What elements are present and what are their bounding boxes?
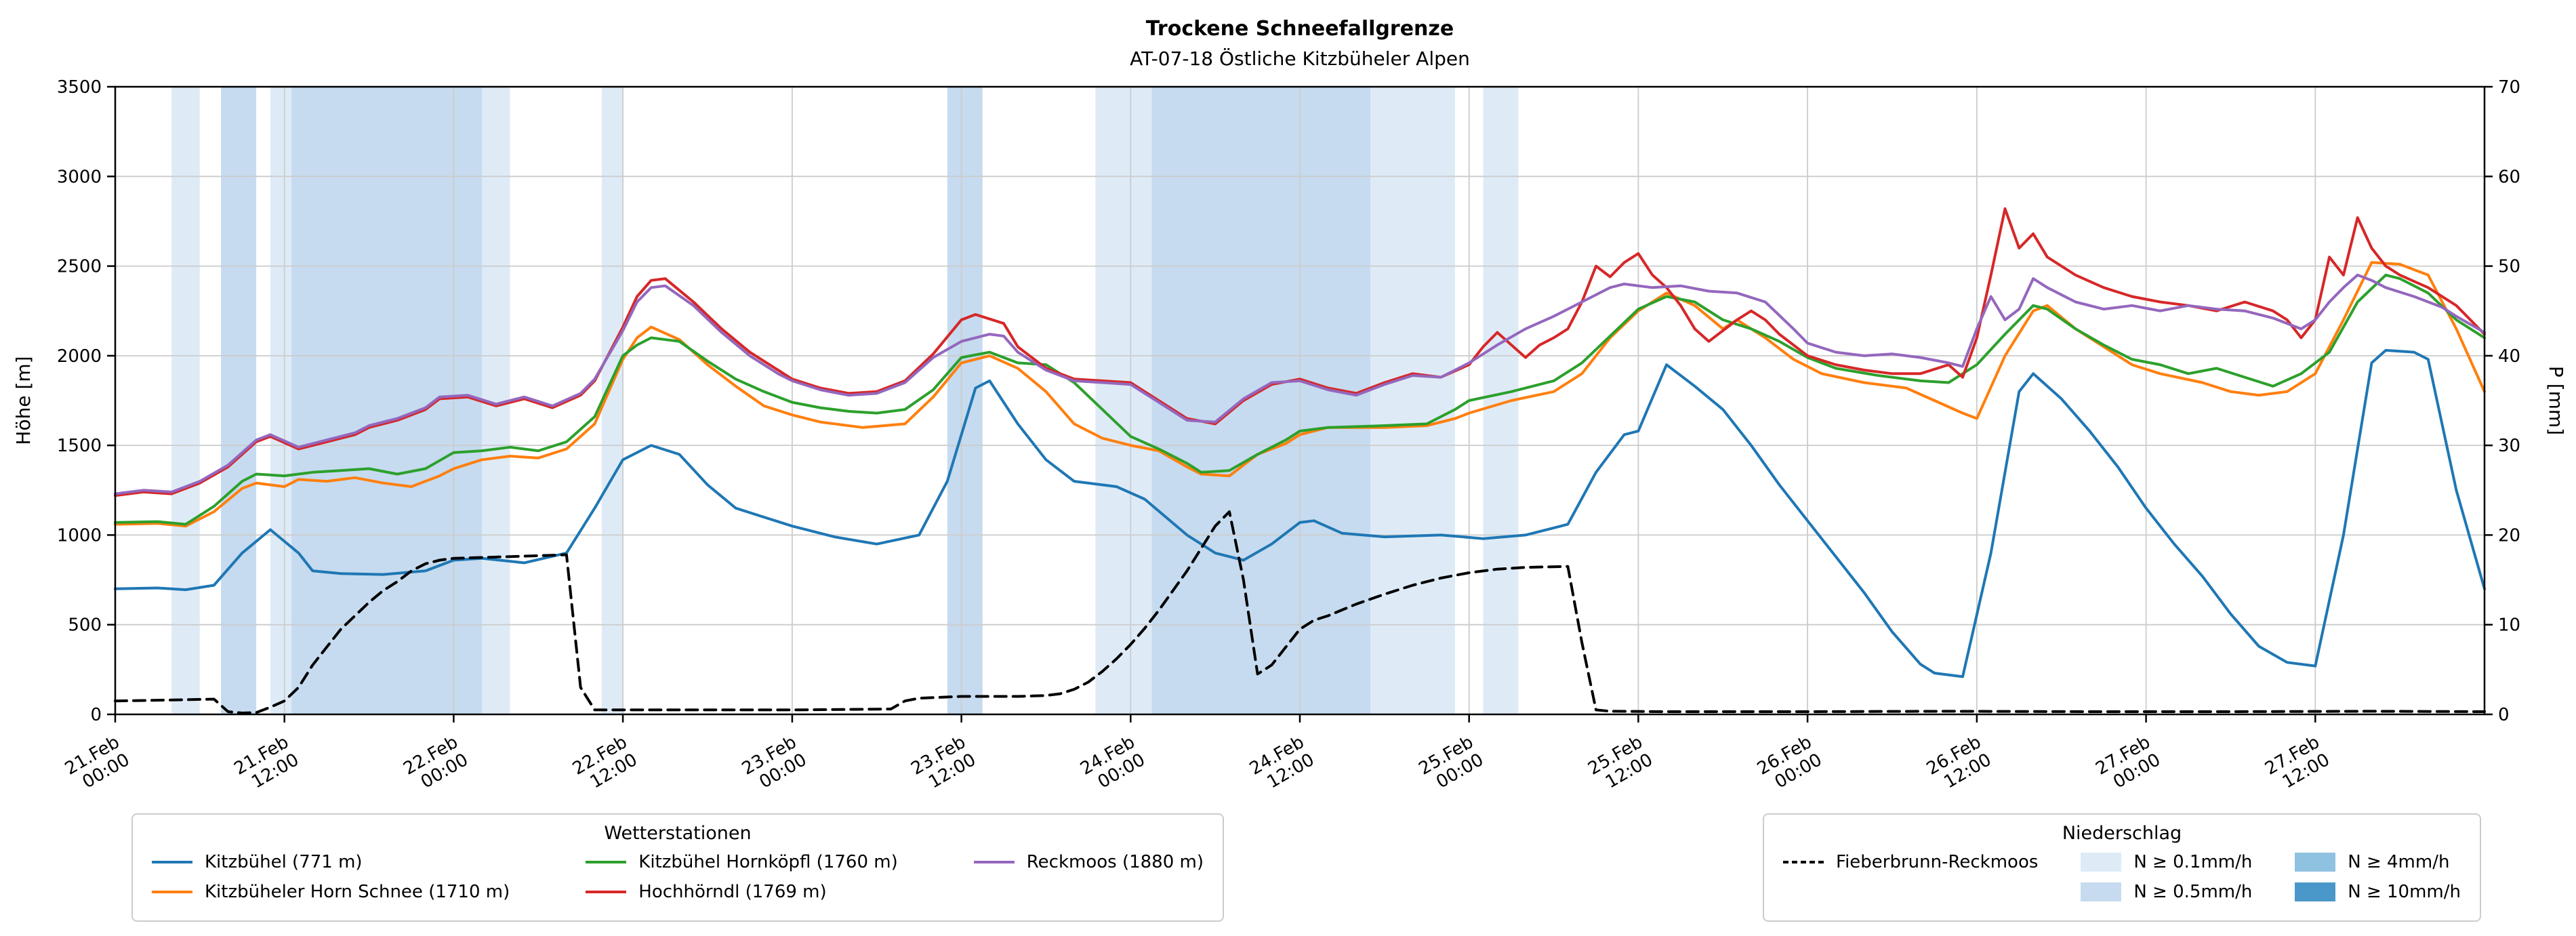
y-right-tick-label: 70 [2498, 77, 2520, 98]
x-tick-label: 22.Feb12:00 [569, 732, 641, 797]
x-tick-label: 27.Feb12:00 [2262, 732, 2333, 797]
legend-entry: N ≥ 4mm/h [2295, 852, 2461, 872]
legend-niederschlag: Niederschlag Fieberbrunn-Reckmoos N ≥ 0.1… [1763, 813, 2481, 922]
legend-wetterstationen-entries: Kitzbühel (771 m) Kitzbüheler Horn Schnee… [152, 852, 1204, 902]
precip-band-0.5 [221, 87, 257, 714]
y-left-tick-label: 1000 [57, 525, 102, 546]
precip-band-0.5 [1151, 87, 1370, 714]
precip-band-0.1 [1095, 87, 1152, 714]
legend-entry-label: Kitzbühel (771 m) [205, 852, 363, 872]
legend-entry-label: N ≥ 0.1mm/h [2133, 852, 2253, 872]
y-right-tick-label: 20 [2498, 525, 2520, 546]
x-tick-label: 26.Feb00:00 [1754, 732, 1826, 797]
legend-entry: Reckmoos (1880 m) [973, 852, 1204, 872]
legend-patch-sample [2295, 853, 2336, 872]
precip-band-0.1 [270, 87, 292, 714]
legend-line-sample [586, 861, 627, 863]
legend-wetterstationen: Wetterstationen Kitzbühel (771 m) Kitzbüh… [131, 813, 1224, 922]
legend-patch-sample [2081, 853, 2122, 872]
x-tick-label: 22.Feb00:00 [400, 732, 472, 797]
y-left-tick-label: 2000 [57, 346, 102, 367]
axes-layer [107, 85, 2493, 723]
x-tick-label: 27.Feb00:00 [2092, 732, 2164, 797]
legend-dashed-line-sample [1783, 861, 1824, 863]
y-left-tick-label: 3000 [57, 167, 102, 187]
x-tick-label: 25.Feb00:00 [1416, 732, 1488, 797]
legend-entry: Kitzbüheler Horn Schnee (1710 m) [152, 882, 510, 902]
y-left-tick-label: 500 [68, 615, 102, 636]
legend-entry-label: Hochhörndl (1769 m) [638, 882, 827, 902]
chart-title: Trockene Schneefallgrenze [1146, 17, 1454, 41]
y-left-tick-label: 0 [90, 705, 102, 725]
legend-entry: Kitzbühel (771 m) [152, 852, 510, 872]
legend-patch-sample [2295, 882, 2336, 901]
series-line-hochhoerndl [114, 207, 2486, 497]
legend-wetterstationen-title: Wetterstationen [604, 823, 752, 844]
legend-entry: Kitzbühel Hornköpfl (1760 m) [586, 852, 898, 872]
x-tick-label: 25.Feb12:00 [1585, 732, 1656, 797]
legend-niederschlag-entries: Fieberbrunn-Reckmoos N ≥ 0.1mm/h N ≥ 0.5mm… [1783, 852, 2461, 902]
legend-entry-label: Reckmoos (1880 m) [1026, 852, 1204, 872]
y-right-tick-label: 40 [2498, 346, 2520, 367]
x-tick-label: 24.Feb00:00 [1077, 732, 1149, 797]
chart-subtitle: AT-07-18 Östliche Kitzbüheler Alpen [1130, 47, 1470, 70]
y-left-tick-label: 1500 [57, 436, 102, 456]
y-axis-label-right: P [mm] [2545, 366, 2567, 435]
x-tick-label: 21.Feb12:00 [231, 732, 303, 797]
x-tick-label: 21.Feb00:00 [62, 732, 134, 797]
x-tick-label: 23.Feb00:00 [739, 732, 811, 797]
precip-band-0.5 [947, 87, 983, 714]
series-line-hornkoepfl [114, 273, 2486, 526]
precip-band-0.1 [1370, 87, 1455, 714]
y-left-tick-label: 3500 [57, 77, 102, 98]
y-right-tick-label: 50 [2498, 257, 2520, 277]
series-line-kitzbuehel [114, 348, 2486, 678]
legend-entry: Fieberbrunn-Reckmoos [1783, 852, 2038, 872]
precip-band-0.5 [291, 87, 482, 714]
y-right-tick-label: 10 [2498, 615, 2520, 636]
legend-entry: Hochhörndl (1769 m) [586, 882, 897, 902]
y-right-tick-label: 30 [2498, 436, 2520, 456]
y-right-tick-label: 0 [2498, 705, 2510, 725]
x-tick-label: 24.Feb12:00 [1246, 732, 1318, 797]
legend-niederschlag-title: Niederschlag [2062, 823, 2182, 844]
legend-entry-label: N ≥ 0.5mm/h [2133, 882, 2253, 902]
y-axis-label-left: Höhe [m] [12, 356, 35, 445]
legend-patch-sample [2081, 882, 2122, 901]
legend-line-sample [152, 861, 192, 863]
y-left-tick-label: 2500 [57, 257, 102, 277]
legend-entry: N ≥ 0.5mm/h [2081, 882, 2252, 902]
legend-entry: N ≥ 10mm/h [2295, 882, 2461, 902]
y-right-tick-label: 60 [2498, 167, 2520, 187]
precip-band-0.1 [171, 87, 200, 714]
legend-entry-label: Fieberbrunn-Reckmoos [1836, 852, 2039, 872]
legend-entry-label: N ≥ 4mm/h [2348, 852, 2450, 872]
legend-entry-label: Kitzbühel Hornköpfl (1760 m) [638, 852, 898, 872]
legend-line-sample [973, 861, 1015, 863]
legend-line-sample [586, 891, 627, 893]
legend-entry: N ≥ 0.1mm/h [2081, 852, 2252, 872]
series-line-fieberbrunn-reckmoos [114, 510, 2486, 714]
x-tick-label: 26.Feb12:00 [1923, 732, 1995, 797]
precip-bands-layer [171, 87, 1519, 714]
legend-entry-label: Kitzbüheler Horn Schnee (1710 m) [205, 882, 510, 902]
series-layer [114, 207, 2486, 714]
legend-entry-label: N ≥ 10mm/h [2348, 882, 2461, 902]
series-line-reckmoos [114, 273, 2486, 495]
x-tick-label: 23.Feb12:00 [907, 732, 979, 797]
legend-line-sample [152, 891, 192, 893]
